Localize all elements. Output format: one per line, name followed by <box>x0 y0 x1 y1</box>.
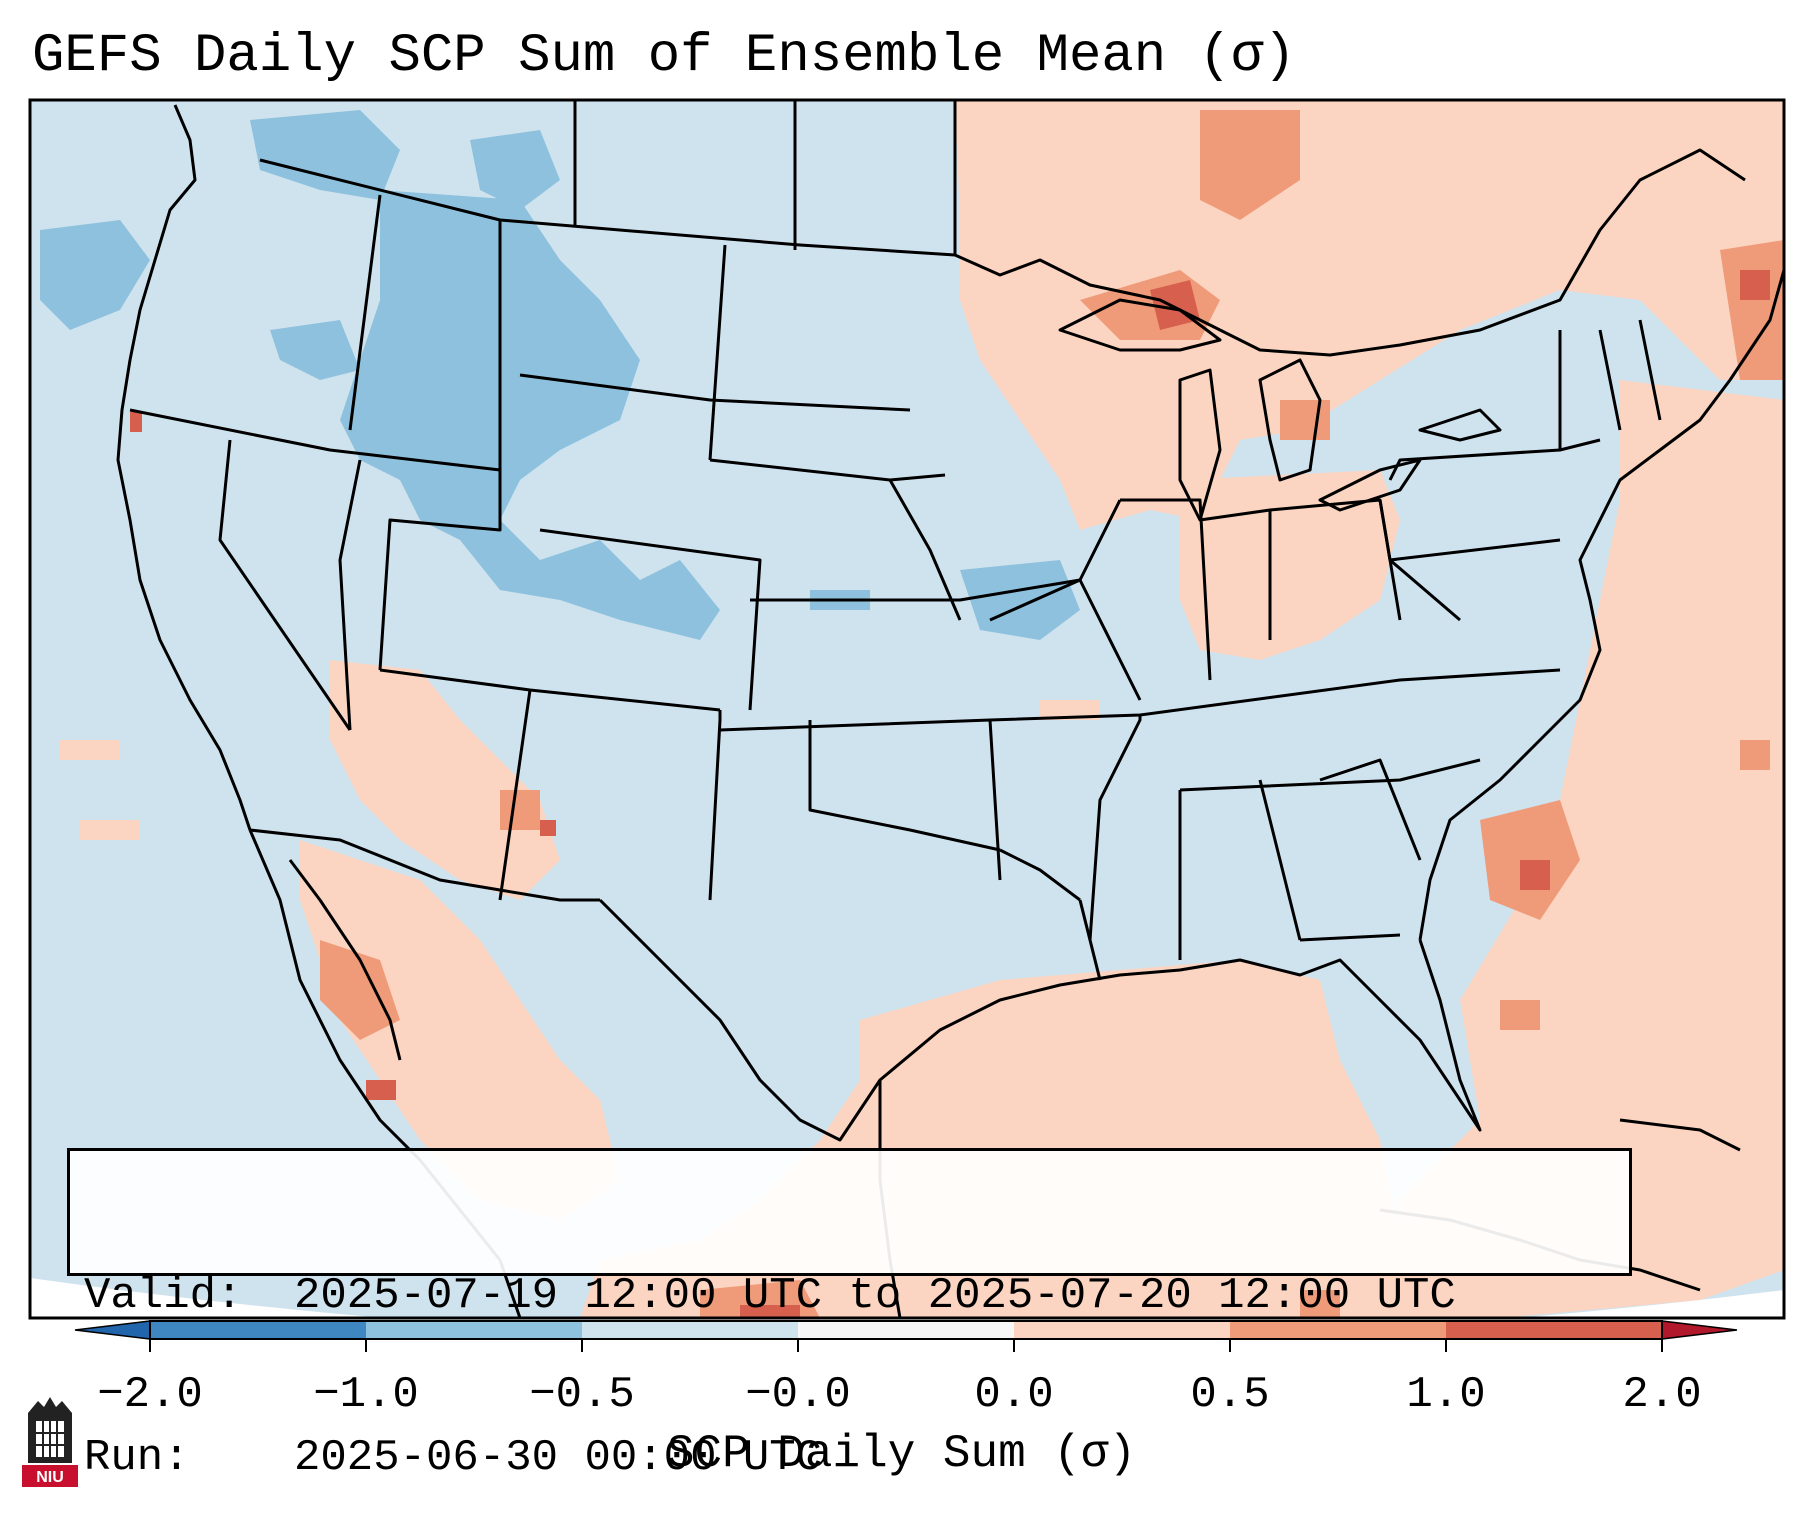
colorbar-tick-label: 1.0 <box>1406 1370 1485 1420</box>
valid-value: 2025-07-19 12:00 UTC to 2025-07-20 12:00… <box>294 1271 1456 1321</box>
colorbar-extend-high <box>1661 1320 1738 1340</box>
niu-logo-text: NIU <box>36 1469 64 1486</box>
colorbar-tick-label: −2.0 <box>97 1370 203 1420</box>
colorbar-segment-5 <box>1014 1321 1230 1339</box>
colorbar-segment-1 <box>150 1321 366 1339</box>
valid-key: Valid: <box>84 1271 243 1321</box>
colorbar-tick-label: −0.5 <box>529 1370 635 1420</box>
validity-info-box: Valid: 2025-07-19 12:00 UTC to 2025-07-20… <box>67 1148 1632 1483</box>
niu-building-logo-icon: NIU <box>22 1397 78 1487</box>
colorbar-segment-4 <box>798 1321 1014 1339</box>
valid-line: Valid: 2025-07-19 12:00 UTC to 2025-07-20… <box>84 1269 1615 1323</box>
colorbar-tick-label: −1.0 <box>313 1370 419 1420</box>
run-value: 2025-06-30 00:00 UTC <box>294 1433 823 1483</box>
run-key: Run: <box>84 1433 190 1483</box>
colorbar-segment-6 <box>1230 1321 1446 1339</box>
map-title: GEFS Daily SCP Sum of Ensemble Mean (σ) <box>32 26 1296 87</box>
colorbar-frame <box>149 1320 1663 1340</box>
colorbar-segment-2 <box>366 1321 582 1339</box>
colorbar-tick-label: 2.0 <box>1622 1370 1701 1420</box>
projection-outside-area <box>30 1278 1784 1318</box>
colorbar-tick-label: 0.0 <box>974 1370 1053 1420</box>
colorbar-label: SCP Daily Sum (σ) <box>666 1428 1137 1480</box>
colorbar-tick-label: −0.0 <box>745 1370 851 1420</box>
colorbar: −2.0 −1.0 −0.5 −0.0 0.0 0.5 1.0 2.0 <box>74 1320 1738 1420</box>
political-boundaries <box>116 100 1784 1318</box>
colorbar-segment-3 <box>582 1321 798 1339</box>
map-frame <box>28 98 1786 1320</box>
colorbar-segment-7 <box>1446 1321 1662 1339</box>
colorbar-tick-label: 0.5 <box>1190 1370 1269 1420</box>
run-line: Run: 2025-06-30 00:00 UTC <box>84 1431 1615 1485</box>
